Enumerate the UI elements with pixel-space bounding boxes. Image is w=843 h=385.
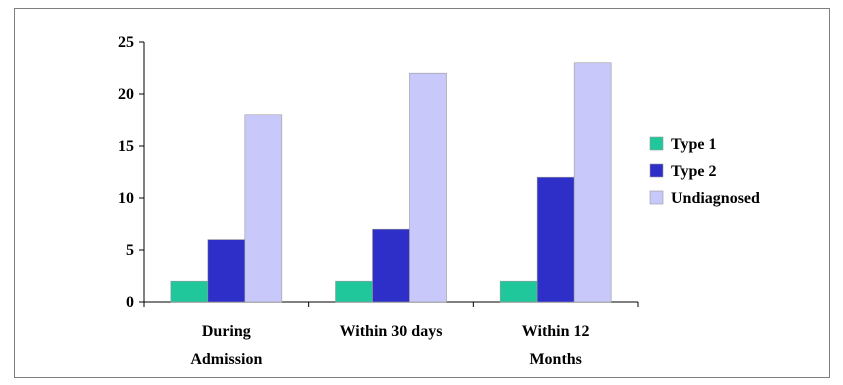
legend-label: Type 2 (671, 163, 716, 180)
x-category-label-line: During (202, 323, 251, 340)
x-category-label: Within 30 days (340, 323, 443, 340)
bars (170, 62, 612, 303)
category-labels: During Admission Within 30 days Within 12 Mo… (190, 323, 589, 368)
bar-type-2 (372, 228, 410, 303)
bar-type-2 (207, 239, 246, 303)
x-category-label-line: Months (529, 351, 581, 368)
legend-label: Type 1 (671, 136, 716, 153)
y-tick-label: 5 (126, 242, 134, 259)
bar-undiagnosed (244, 114, 283, 303)
x-category-label: Within 12 Months (522, 323, 590, 368)
bar-undiagnosed (409, 72, 447, 303)
chart-frame: 0 5 10 15 20 25 During Admission Within 30 days… (14, 8, 830, 378)
x-category-label-line: Within 12 (522, 323, 590, 340)
y-tick-label: 10 (118, 190, 134, 207)
x-category-label-line: Admission (190, 351, 262, 368)
legend-label: Undiagnosed (671, 190, 760, 207)
legend-swatch (649, 163, 664, 178)
bar-type-2 (536, 176, 575, 303)
x-category-label-line: Within 30 days (340, 323, 443, 340)
bar-type-1 (499, 280, 538, 303)
y-ticks: 0 5 10 15 20 25 (118, 34, 639, 311)
x-category-label: During Admission (190, 323, 262, 368)
y-tick-label: 15 (118, 138, 134, 155)
legend: Type 1 Type 2 Undiagnosed (649, 136, 760, 207)
bar-undiagnosed (573, 62, 612, 303)
bar-chart: 0 5 10 15 20 25 During Admission Within 30 days… (118, 34, 760, 368)
y-tick-label: 25 (118, 34, 134, 51)
bar-type-1 (170, 280, 209, 303)
y-tick-label: 0 (126, 294, 134, 311)
y-tick-label: 20 (118, 86, 134, 103)
legend-swatch (649, 136, 664, 151)
bar-type-1 (335, 280, 373, 303)
legend-swatch (649, 190, 664, 205)
